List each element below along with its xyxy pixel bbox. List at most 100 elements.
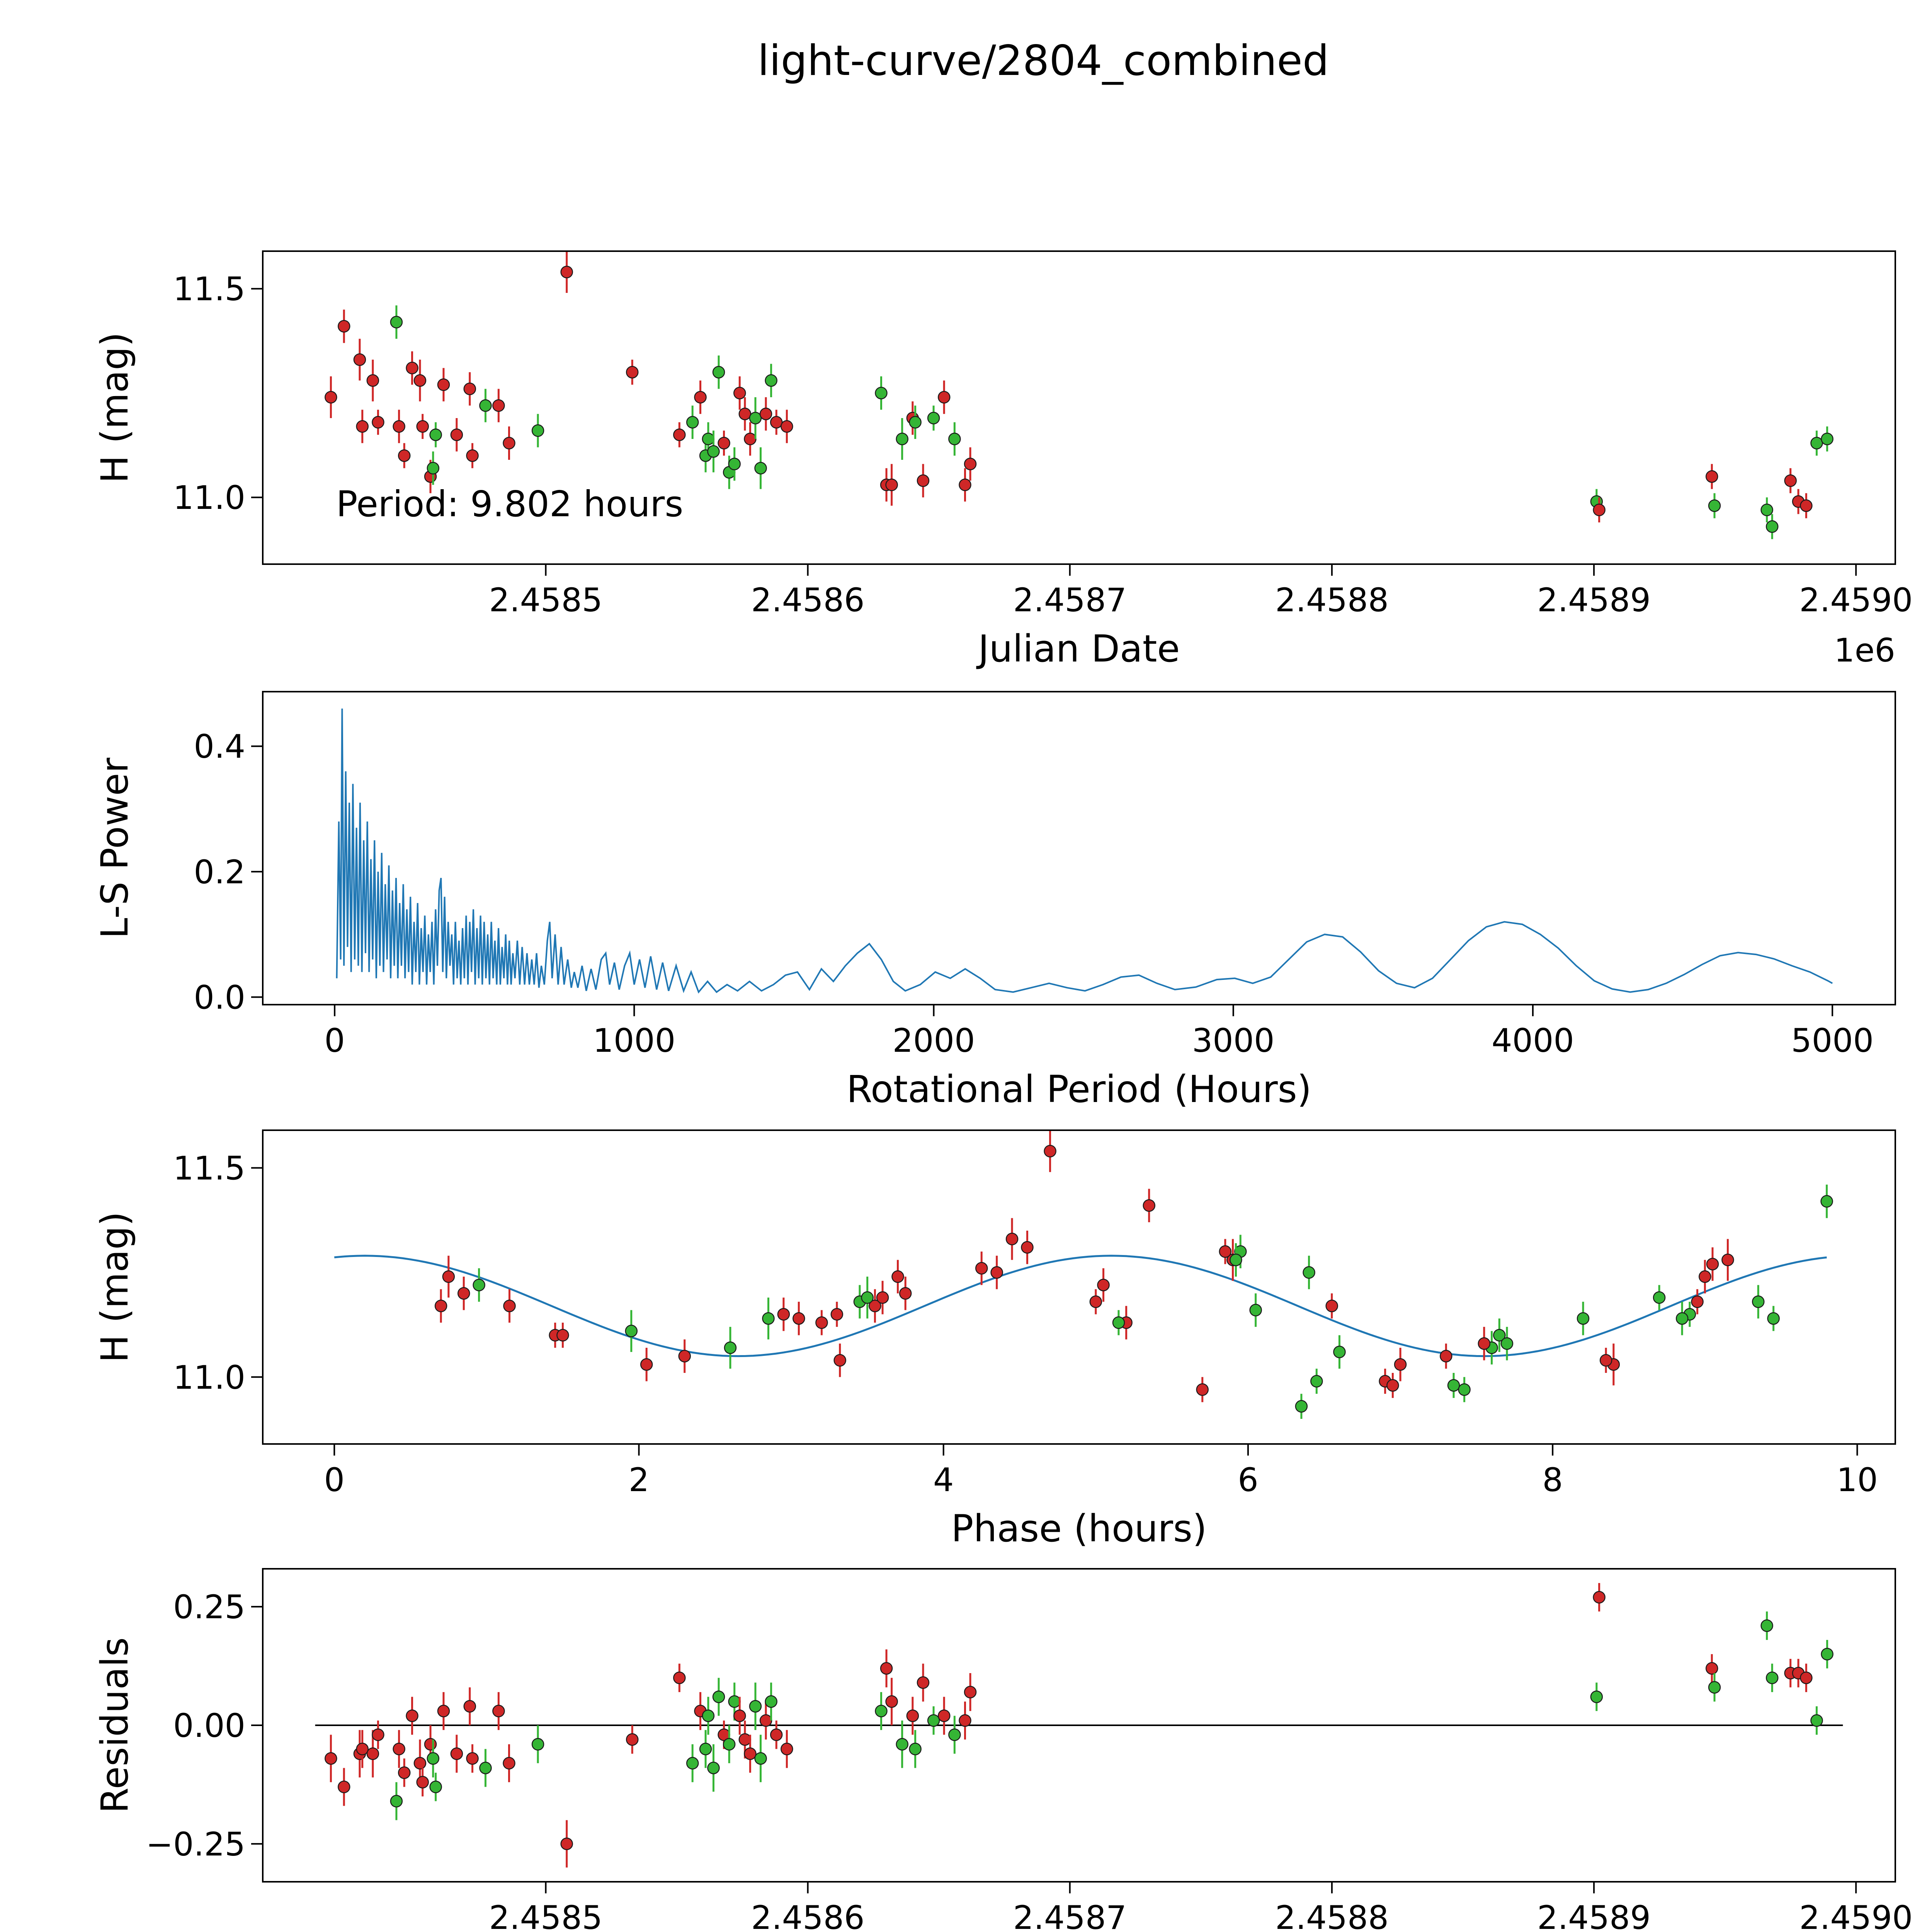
data-point-green [723,1738,736,1751]
periodogram-line [336,708,1833,994]
x-tick-label: 1000 [593,1022,675,1060]
data-point-red [356,420,369,433]
y-axis-label: H (mag) [93,332,136,483]
y-tick-label: 0.25 [173,1588,245,1626]
data-point-red [356,1743,369,1755]
data-point-red [466,449,479,462]
data-point-red [793,1312,805,1325]
data-point-red [337,320,350,333]
data-point-red [678,1350,691,1362]
x-tick-label: 2.4590 [1799,581,1913,619]
data-point-red [325,1752,337,1765]
data-point-green [707,445,720,458]
data-point-red [833,1354,846,1367]
data-point-red [450,1747,463,1760]
panel-residuals: 2.4585 2.4586 2.4587 2.4588 2.4589 2.4590 −0.2… [93,1568,1913,1932]
data-point-red [413,374,427,387]
data-point-green [473,1279,485,1291]
data-point-red [1599,1354,1612,1367]
data-point-red [673,1672,686,1684]
data-point-red [694,391,707,404]
data-point-green [429,428,442,441]
data-point-red [770,1728,783,1741]
data-point-red [975,1262,988,1275]
data-point-red [556,1329,569,1342]
data-point-red [413,1757,427,1770]
data-point-red [503,1299,516,1312]
y-axis-label: L-S Power [93,757,136,939]
data-point-red [738,407,752,420]
x-tick-label: 2.4586 [751,1899,865,1932]
data-point-red [1706,1258,1719,1270]
data-point-red [325,391,337,404]
data-point-green [707,1762,720,1774]
x-tick-label: 4000 [1492,1022,1574,1060]
data-point-red [1097,1279,1110,1291]
y-tick-label: 11.0 [173,479,245,517]
y-tick-label: 0.2 [194,853,245,891]
data-point-green [427,1752,440,1765]
y-tick-label: 0.0 [194,979,245,1017]
data-point-red [492,399,505,412]
data-point-green [712,366,725,379]
data-point-red [937,1709,951,1722]
x-tick-label: 6 [1238,1461,1258,1499]
data-point-green [686,416,699,429]
panel-light_curve: 2.4585 2.4586 2.4587 2.4588 2.4589 2.4590 11.0… [93,250,1913,670]
data-point-red [744,432,757,446]
data-point-red [891,1270,904,1283]
data-point-green [1708,1681,1721,1694]
data-point-red [673,428,686,441]
x-tick-label: 2.4587 [1013,581,1127,619]
data-point-red [770,416,783,429]
data-point-red [1325,1299,1338,1312]
x-tick-label: 5000 [1791,1022,1874,1060]
data-point-red [1593,503,1605,516]
data-point-red [899,1287,912,1300]
data-point-red [830,1308,844,1321]
data-point-red [372,416,384,429]
x-axis-label: Phase (hours) [951,1507,1207,1550]
data-point-green [749,412,762,425]
data-point-red [560,265,573,279]
data-point-green [1821,1648,1833,1661]
period-annotation: Period: 9.802 hours [336,483,683,525]
data-point-red [626,1733,639,1746]
x-tick-label: 2.4586 [751,581,865,619]
x-tick-label: 8 [1542,1461,1563,1499]
data-point-red [733,386,746,400]
data-point-red [1706,470,1718,483]
data-point-green [1493,1329,1506,1342]
x-tick-label: 2.4587 [1013,1899,1127,1932]
data-point-red [450,428,463,441]
data-point-green [724,1341,737,1354]
data-point-green [728,457,741,471]
data-point-green [1760,1619,1773,1632]
axes-frame [262,1129,1896,1445]
data-point-green [896,1738,908,1751]
data-point-red [1784,474,1797,487]
data-point-red [366,1747,379,1760]
data-point-green [1303,1266,1315,1279]
x-tick-label: 10 [1837,1461,1878,1499]
data-point-red [1089,1295,1102,1308]
data-point-green [531,424,544,437]
data-point-red [869,1299,881,1312]
data-point-green [1810,1714,1823,1727]
x-tick-label: 3000 [1192,1022,1275,1060]
data-point-red [718,437,730,450]
data-point-green [1752,1295,1765,1308]
data-point-red [937,391,951,404]
axes-frame [262,250,1896,565]
data-point-green [765,1695,777,1708]
data-point-green [702,432,715,446]
data-point-green [479,399,492,412]
data-point-red [1021,1241,1034,1254]
data-point-green [712,1690,725,1703]
data-point-red [964,457,977,471]
data-point-green [1447,1379,1460,1392]
data-point-green [625,1325,638,1337]
data-point-red [437,378,450,391]
data-point-green [1249,1304,1262,1316]
data-point-green [1820,1195,1833,1208]
